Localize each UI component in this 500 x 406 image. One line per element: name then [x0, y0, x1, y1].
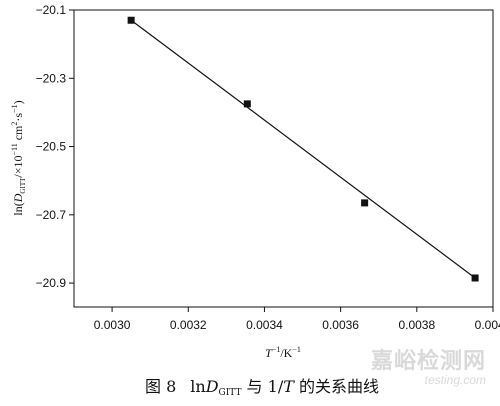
y-tick-label: −20.5 [36, 140, 67, 154]
x-axis: 0.0030 0.0032 0.0034 0.0036 0.0038 0.0040 [94, 307, 500, 332]
watermark-url: testing.com [424, 373, 486, 387]
watermark: 嘉峪检测网 testing.com [370, 349, 486, 387]
y-axis-label: ln(DGITT/×10−11 cm2·s−1) [10, 100, 27, 215]
data-point [243, 100, 251, 108]
x-axis-label: T−1/K−1 [265, 345, 301, 360]
y-tick-label: −20.1 [36, 3, 67, 17]
figure-caption: 图 8 lnDGITT 与 1/T 的关系曲线 [145, 377, 379, 398]
data-point [361, 199, 369, 207]
x-tick-label: 0.0032 [170, 318, 207, 332]
x-tick-label: 0.0030 [94, 318, 131, 332]
x-tick-label: 0.0040 [475, 318, 500, 332]
data-point [127, 16, 135, 24]
x-tick-label: 0.0036 [322, 318, 359, 332]
y-tick-label: −20.7 [36, 208, 67, 222]
plot-frame [73, 9, 494, 308]
data-point [471, 274, 479, 282]
fit-line [130, 19, 476, 279]
y-tick-label: −20.9 [36, 276, 67, 290]
fit-line-group [130, 19, 476, 279]
y-axis: −20.1 −20.3 −20.5 −20.7 −20.9 [36, 3, 74, 290]
watermark-text: 嘉峪检测网 [370, 349, 486, 374]
data-points [127, 16, 479, 282]
x-tick-label: 0.0038 [398, 318, 435, 332]
y-tick-label: −20.3 [36, 71, 67, 85]
x-tick-label: 0.0034 [246, 318, 283, 332]
